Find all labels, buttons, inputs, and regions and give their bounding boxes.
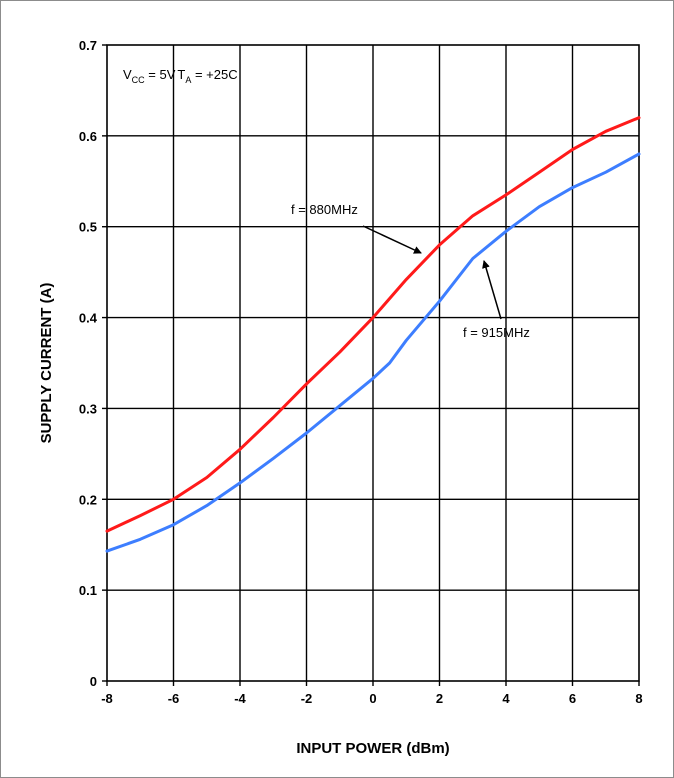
x-tick-labels: -8 -6 -4 -2 0 2 4 6 8 bbox=[101, 691, 642, 706]
x-axis-title: INPUT POWER (dBm) bbox=[296, 740, 449, 757]
series-line-1 bbox=[105, 152, 641, 553]
x-tick-label: -6 bbox=[168, 691, 180, 706]
y-tick-label: 0.7 bbox=[79, 38, 97, 53]
conditions-label: VCC = 5V TA = +25C bbox=[123, 67, 238, 85]
y-tick-labels: 0 0.1 0.2 0.3 0.4 0.5 0.6 0.7 bbox=[79, 38, 98, 689]
plot-border bbox=[106, 44, 640, 682]
x-tick-label: 2 bbox=[436, 691, 443, 706]
series-line-0 bbox=[105, 116, 641, 533]
y-tick-label: 0.3 bbox=[79, 401, 97, 416]
x-tick-label: 4 bbox=[502, 691, 510, 706]
y-axis-title: SUPPLY CURRENT (A) bbox=[38, 283, 55, 444]
vcc-symbol: V bbox=[123, 67, 132, 82]
vcc-value: = 5V bbox=[145, 67, 176, 82]
arrow-880mhz bbox=[362, 225, 422, 254]
y-tick-label: 0.4 bbox=[79, 311, 98, 326]
axes bbox=[102, 44, 640, 686]
ta-symbol: T bbox=[177, 67, 185, 82]
x-tick-label: -4 bbox=[234, 691, 246, 706]
y-tick-label: 0.1 bbox=[79, 583, 97, 598]
series-layer bbox=[105, 116, 641, 553]
label-915mhz: f = 915MHz bbox=[463, 325, 530, 340]
x-tick-label: -2 bbox=[301, 691, 313, 706]
ta-value: = +25C bbox=[191, 67, 237, 82]
x-tick-label: 0 bbox=[369, 691, 376, 706]
x-tick-label: 6 bbox=[569, 691, 576, 706]
y-tick-label: 0.5 bbox=[79, 220, 97, 235]
y-tick-label: 0 bbox=[90, 674, 97, 689]
ta-subscript: A bbox=[185, 75, 191, 85]
y-tick-label: 0.2 bbox=[79, 492, 97, 507]
vcc-subscript: CC bbox=[132, 75, 145, 85]
x-tick-label: 8 bbox=[635, 691, 642, 706]
x-tick-label: -8 bbox=[101, 691, 113, 706]
label-880mhz: f = 880MHz bbox=[291, 202, 358, 217]
arrow-915mhz bbox=[482, 260, 502, 320]
y-tick-label: 0.6 bbox=[79, 129, 97, 144]
